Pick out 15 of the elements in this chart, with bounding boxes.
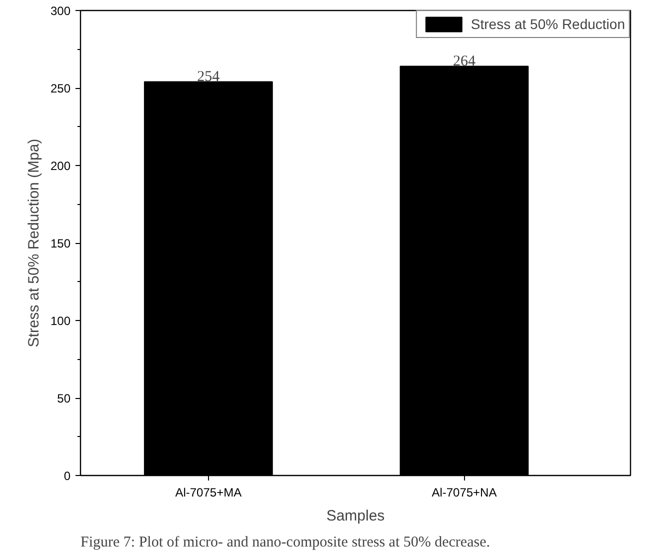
y-tick-label: 50 [57,392,71,406]
y-tick-label: 200 [50,159,71,173]
y-tick-label: 250 [50,82,71,96]
legend-label: Stress at 50% Reduction [470,16,625,32]
y-tick-label: 150 [50,236,71,250]
caption: Figure 7: Plot of micro- and nano-composite stress at 50% decrease. [80,534,490,550]
x-tick-label: Al-7075+NA [432,486,497,500]
y-tick-label: 300 [50,4,71,18]
data-label: 254 [197,68,220,85]
x-axis-title: Samples [326,508,385,524]
y-axis-title: Stress at 50% Reduction (Mpa) [25,138,42,348]
data-label: 264 [452,53,476,70]
y-tick-label: 0 [64,469,71,483]
x-tick-label: Al-7075+MA [175,486,242,500]
y-tick-label: 100 [50,314,71,328]
